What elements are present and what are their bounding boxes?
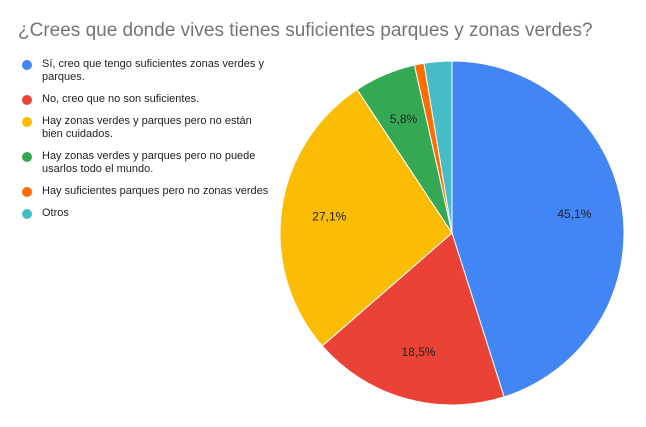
legend-item: Otros: [22, 207, 272, 220]
slice-data-label: 5,8%: [390, 112, 418, 126]
legend-label: Sí, creo que tengo suficientes zonas ver…: [42, 58, 264, 83]
pie-slice: [423, 60, 453, 234]
slice-data-label: 27,1%: [312, 209, 346, 223]
pie-slice: [451, 60, 625, 398]
legend-item: Hay zonas verdes y parques pero no están…: [22, 115, 272, 141]
legend-item: Sí, creo que tengo suficientes zonas ver…: [22, 58, 272, 84]
slice-data-label: 45,1%: [557, 207, 591, 221]
legend-swatch: [22, 95, 32, 105]
legend-label: No, creo que no son suficientes.: [42, 93, 200, 105]
legend-label: Hay zonas verdes y parques pero no están…: [42, 115, 252, 140]
legend-label: Otros: [42, 207, 69, 219]
legend-item: No, creo que no son suficientes.: [22, 93, 272, 106]
legend-swatch: [22, 117, 32, 127]
legend-label: Hay suficientes parques pero no zonas ve…: [42, 185, 269, 197]
legend-swatch: [22, 152, 32, 162]
legend-item: Hay zonas verdes y parques pero no puede…: [22, 150, 272, 176]
pie-slice: [279, 88, 453, 347]
legend: Sí, creo que tengo suficientes zonas ver…: [22, 58, 272, 229]
legend-swatch: [22, 187, 32, 197]
pie-slice: [321, 232, 505, 406]
legend-item: Hay suficientes parques pero no zonas ve…: [22, 185, 272, 198]
chart-title: ¿Crees que donde vives tienes suficiente…: [18, 20, 593, 41]
legend-label: Hay zonas verdes y parques pero no puede…: [42, 150, 256, 175]
legend-swatch: [22, 60, 32, 70]
slice-data-label: 18,5%: [402, 345, 436, 359]
legend-swatch: [22, 209, 32, 219]
